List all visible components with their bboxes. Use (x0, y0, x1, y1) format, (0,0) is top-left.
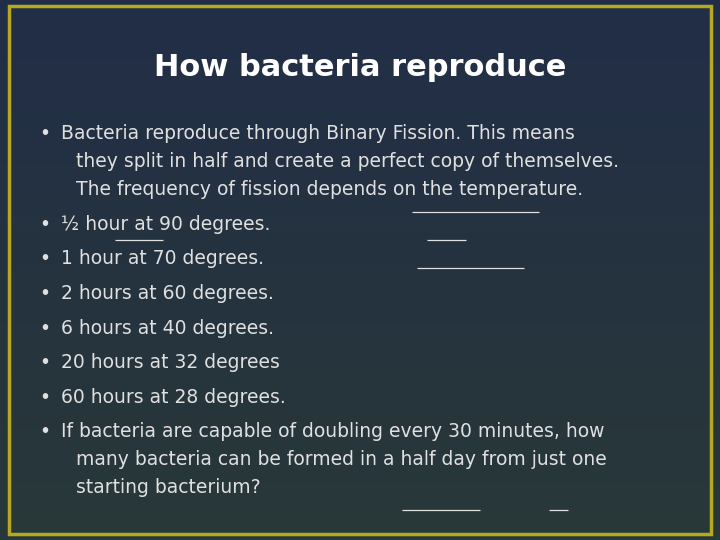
Text: How bacteria reproduce: How bacteria reproduce (154, 53, 566, 82)
Text: 1 hour at 70 degrees.: 1 hour at 70 degrees. (61, 249, 264, 268)
Text: •: • (40, 284, 50, 303)
Text: many bacteria can be formed in a half day from just one: many bacteria can be formed in a half da… (76, 450, 606, 469)
Text: •: • (40, 319, 50, 338)
Text: 60 hours at 28 degrees.: 60 hours at 28 degrees. (61, 388, 286, 407)
Text: they split in half and create a perfect copy of themselves.: they split in half and create a perfect … (76, 152, 618, 171)
Text: ½ hour at 90 degrees.: ½ hour at 90 degrees. (61, 215, 271, 234)
Text: 6 hours at 40 degrees.: 6 hours at 40 degrees. (61, 319, 274, 338)
Text: If bacteria are capable of doubling every 30 minutes, how: If bacteria are capable of doubling ever… (61, 422, 605, 441)
Text: •: • (40, 124, 50, 143)
Text: 2 hours at 60 degrees.: 2 hours at 60 degrees. (61, 284, 274, 303)
Text: Bacteria reproduce through Binary Fission. This means: Bacteria reproduce through Binary Fissio… (61, 124, 575, 143)
Text: The frequency of fission depends on the temperature.: The frequency of fission depends on the … (76, 180, 582, 199)
Text: •: • (40, 249, 50, 268)
Text: •: • (40, 422, 50, 441)
Text: •: • (40, 353, 50, 372)
Text: starting bacterium?: starting bacterium? (76, 478, 260, 497)
Text: 20 hours at 32 degrees: 20 hours at 32 degrees (61, 353, 280, 372)
Text: •: • (40, 388, 50, 407)
Text: •: • (40, 215, 50, 234)
